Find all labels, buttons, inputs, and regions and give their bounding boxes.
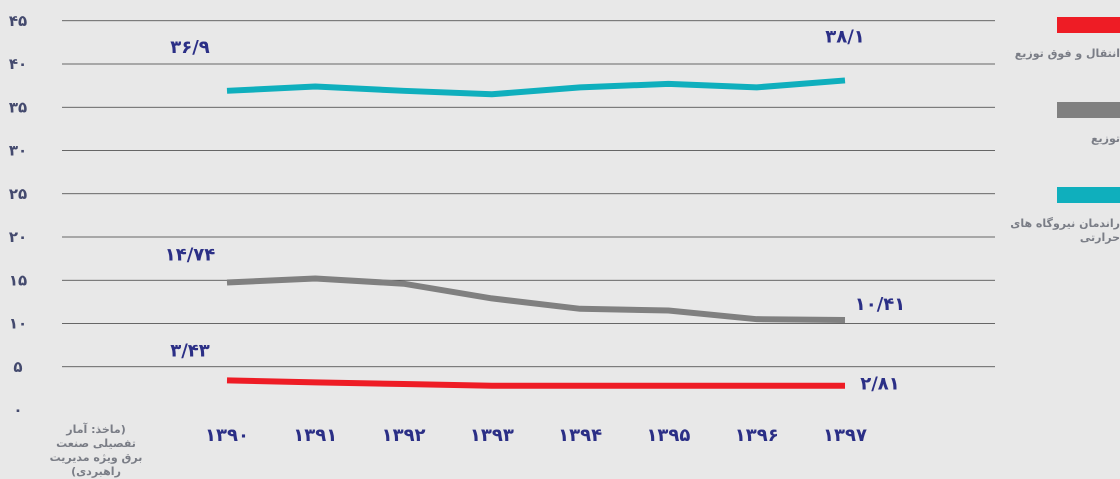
legend-label-transmission: انتقال و فوق توزیع — [990, 47, 1120, 61]
x-tick-label-1390: ۱۳۹۰ — [205, 425, 249, 446]
legend-label-distribution: توزیع — [990, 132, 1120, 146]
y-tick-label-35: ۳۵ — [9, 98, 27, 116]
y-tick-label-0: ۰ — [13, 401, 22, 419]
x-tick-label-1397: ۱۳۹۷ — [823, 425, 867, 446]
x-tick-label-1393: ۱۳۹۳ — [470, 425, 514, 446]
y-tick-label-40: ۴۰ — [9, 55, 27, 73]
y-tick-label-20: ۲۰ — [9, 228, 27, 246]
data-label-start-thermal-efficiency: ۳۶/۹ — [170, 37, 210, 58]
series-line-distribution — [227, 279, 845, 320]
legend-swatch-transmission — [1057, 17, 1120, 33]
y-tick-label-45: ۴۵ — [9, 12, 27, 30]
legend-label-thermal-efficiency: راندمان نیروگاه های حرارتی — [990, 217, 1120, 245]
data-label-end-thermal-efficiency: ۳۸/۱ — [825, 26, 865, 47]
x-tick-label-1392: ۱۳۹۲ — [382, 425, 426, 446]
y-tick-label-5: ۵ — [13, 358, 22, 376]
data-label-start-distribution: ۱۴/۷۴ — [165, 244, 216, 265]
data-label-end-distribution: ۱۰/۴۱ — [855, 294, 906, 315]
y-tick-label-15: ۱۵ — [9, 271, 27, 289]
legend-swatch-distribution — [1057, 102, 1120, 118]
x-tick-label-1396: ۱۳۹۶ — [735, 425, 779, 446]
x-tick-label-1391: ۱۳۹۱ — [293, 425, 337, 446]
y-tick-label-25: ۲۵ — [9, 185, 27, 203]
y-tick-label-30: ۳۰ — [9, 142, 27, 160]
series-line-thermal-efficiency — [227, 80, 845, 94]
y-tick-label-10: ۱۰ — [9, 315, 27, 333]
source-note: (ماخذ: آمار تفصیلی صنعت برق ویژه مدیریت … — [46, 423, 146, 479]
legend-swatch-thermal-efficiency — [1057, 187, 1120, 203]
x-tick-label-1394: ۱۳۹۴ — [558, 425, 602, 446]
series-line-transmission — [227, 380, 845, 385]
data-label-start-transmission: ۳/۴۳ — [170, 340, 210, 361]
data-label-end-transmission: ۲/۸۱ — [860, 374, 900, 395]
x-tick-label-1395: ۱۳۹۵ — [646, 425, 690, 446]
line-chart: ۰ ۵ ۱۰ ۱۵ ۲۰ ۲۵ ۳۰ ۳۵ ۴۰ ۴۵ ۳۶/۹ ۳۸/۱ ۱۴/۷۴ ۱۰/۴۱ ۳/۴… — [0, 0, 1000, 475]
